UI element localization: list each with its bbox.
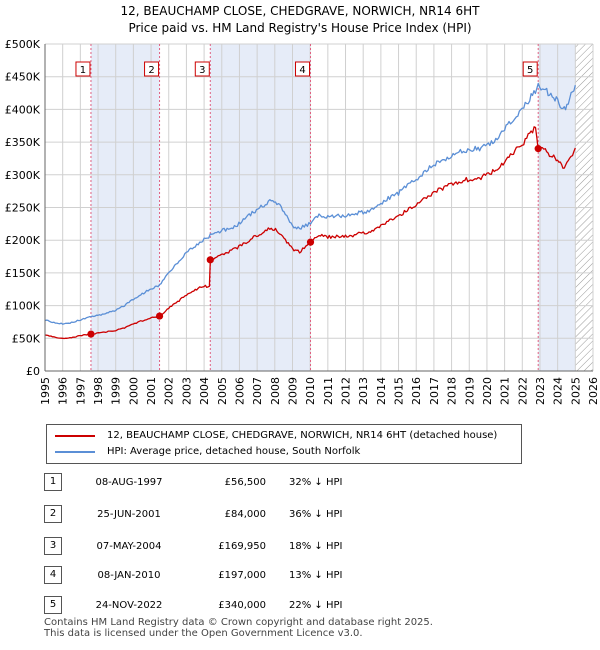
x-tick-label: 2008 — [269, 377, 282, 405]
x-tick-label: 2001 — [145, 377, 158, 405]
x-tick-label: 2018 — [446, 377, 459, 405]
sale-marker-box — [144, 61, 160, 77]
transaction-price: £197,000 — [218, 570, 266, 581]
x-tick-label: 1997 — [74, 377, 87, 405]
x-tick-label: 2011 — [322, 377, 335, 405]
sale-point — [206, 256, 214, 264]
x-tick-label: 2026 — [587, 377, 600, 405]
transaction-hpi-diff: 18% ↓ HPI — [289, 541, 343, 552]
x-tick-label: 2017 — [428, 377, 441, 405]
transaction-hpi-diff: 36% ↓ HPI — [289, 509, 343, 520]
transaction-date: 24-NOV-2022 — [95, 600, 163, 611]
x-tick-label: 2000 — [127, 377, 140, 405]
title-line-1: 12, BEAUCHAMP CLOSE, CHEDGRAVE, NORWICH,… — [120, 4, 480, 18]
y-tick-label: £400K — [5, 103, 41, 116]
transaction-row: 3 07-MAY-2004 £169,950 18% ↓ HPI — [44, 537, 464, 555]
y-tick-label: £250K — [5, 202, 41, 215]
transaction-price: £84,000 — [224, 509, 266, 520]
chart-title: 12, BEAUCHAMP CLOSE, CHEDGRAVE, NORWICH,… — [0, 3, 600, 37]
x-tick-label: 2024 — [552, 377, 565, 405]
x-tick-label: 2004 — [198, 377, 211, 405]
hpi-series-line — [45, 82, 576, 325]
legend-swatch-property — [55, 435, 95, 437]
y-tick-label: £300K — [5, 169, 41, 182]
transaction-hpi-diff: 22% ↓ HPI — [289, 600, 343, 611]
footer-line-1: Contains HM Land Registry data © Crown c… — [44, 617, 433, 628]
x-tick-label: 2012 — [340, 377, 353, 405]
transaction-number: 3 — [44, 537, 62, 555]
y-tick-label: £450K — [5, 71, 41, 84]
y-tick-label: £350K — [5, 136, 41, 149]
sale-point — [534, 145, 542, 153]
y-tick-label: £50K — [12, 332, 41, 345]
y-tick-label: £500K — [5, 38, 41, 51]
sale-marker-label: 3 — [199, 65, 205, 76]
legend-label-hpi: HPI: Average price, detached house, Sout… — [107, 446, 361, 457]
legend-swatch-hpi — [55, 451, 95, 453]
transaction-date: 07-MAY-2004 — [96, 541, 162, 552]
x-tick-label: 2005 — [216, 377, 229, 405]
x-tick-label: 2002 — [163, 377, 176, 405]
x-tick-label: 1995 — [39, 377, 52, 405]
transaction-price: £56,500 — [224, 477, 266, 488]
transaction-price: £169,950 — [218, 541, 266, 552]
x-tick-label: 1998 — [92, 377, 105, 405]
sale-marker-label: 4 — [299, 65, 305, 76]
x-tick-label: 2023 — [534, 377, 547, 405]
sale-point — [87, 330, 95, 338]
x-tick-label: 2006 — [233, 377, 246, 405]
x-tick-label: 2013 — [357, 377, 370, 405]
transaction-row: 4 08-JAN-2010 £197,000 13% ↓ HPI — [44, 566, 464, 584]
y-tick-label: £100K — [5, 300, 41, 313]
x-tick-label: 2025 — [569, 377, 582, 405]
y-tick-label: £150K — [5, 267, 41, 280]
transaction-hpi-diff: 32% ↓ HPI — [289, 477, 343, 488]
sale-marker-label: 1 — [80, 65, 86, 76]
transaction-row: 1 08-AUG-1997 £56,500 32% ↓ HPI — [44, 473, 464, 491]
title-line-2: Price paid vs. HM Land Registry's House … — [128, 21, 472, 35]
transaction-date: 25-JUN-2001 — [97, 509, 161, 520]
x-tick-label: 1996 — [57, 377, 70, 405]
legend-label-property: 12, BEAUCHAMP CLOSE, CHEDGRAVE, NORWICH,… — [107, 430, 498, 441]
x-tick-label: 2020 — [481, 377, 494, 405]
x-tick-label: 2003 — [180, 377, 193, 405]
sale-marker-label: 5 — [527, 65, 533, 76]
x-tick-label: 2014 — [375, 377, 388, 405]
legend: 12, BEAUCHAMP CLOSE, CHEDGRAVE, NORWICH,… — [46, 424, 522, 464]
x-tick-label: 2016 — [410, 377, 423, 405]
sale-marker-box — [295, 61, 311, 77]
transaction-price: £340,000 — [218, 600, 266, 611]
x-tick-label: 2010 — [304, 377, 317, 405]
sale-marker-box — [522, 61, 538, 77]
transaction-date: 08-AUG-1997 — [95, 477, 163, 488]
y-tick-label: £0 — [26, 365, 40, 378]
x-tick-label: 2019 — [463, 377, 476, 405]
transaction-date: 08-JAN-2010 — [97, 570, 161, 581]
x-tick-label: 2009 — [286, 377, 299, 405]
footer-line-2: This data is licensed under the Open Gov… — [44, 628, 363, 639]
transaction-number: 4 — [44, 566, 62, 584]
transaction-hpi-diff: 13% ↓ HPI — [289, 570, 343, 581]
x-tick-label: 2015 — [393, 377, 406, 405]
transaction-row: 5 24-NOV-2022 £340,000 22% ↓ HPI — [44, 596, 464, 614]
y-tick-label: £200K — [5, 234, 41, 247]
x-tick-label: 2022 — [516, 377, 529, 405]
x-tick-label: 1999 — [110, 377, 123, 405]
sale-point — [155, 312, 164, 320]
transaction-number: 5 — [44, 596, 62, 614]
sale-marker-box — [75, 61, 91, 77]
transaction-number: 2 — [44, 505, 62, 523]
x-tick-label: 2007 — [251, 377, 264, 405]
transaction-number: 1 — [44, 473, 62, 491]
sale-marker-box — [194, 61, 210, 77]
sale-point — [306, 238, 315, 246]
x-tick-label: 2021 — [499, 377, 512, 405]
sale-marker-label: 2 — [148, 65, 154, 76]
price-chart: 1 2 3 4 5 £0 £50K £100K £150K £200K £250K £300K £35… — [5, 38, 600, 405]
footer-attribution: Contains HM Land Registry data © Crown c… — [44, 617, 433, 639]
transaction-row: 2 25-JUN-2001 £84,000 36% ↓ HPI — [44, 505, 464, 523]
